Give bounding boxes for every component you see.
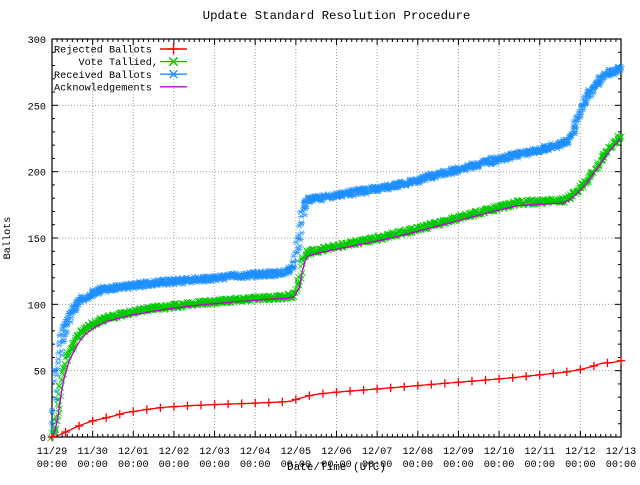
svg-text:250: 250 (28, 102, 46, 113)
svg-text:00:00: 00:00 (524, 460, 555, 471)
svg-text:12/06: 12/06 (321, 446, 352, 458)
svg-text:12/07: 12/07 (362, 446, 393, 458)
svg-text:00:00: 00:00 (159, 460, 190, 471)
svg-text:00:00: 00:00 (77, 460, 108, 471)
svg-text:12/05: 12/05 (281, 446, 312, 458)
svg-text:12/13: 12/13 (606, 446, 637, 458)
svg-text:00:00: 00:00 (443, 460, 474, 471)
svg-text:00:00: 00:00 (199, 460, 230, 471)
svg-text:Ballots: Ballots (2, 217, 14, 260)
svg-text:00:00: 00:00 (118, 460, 149, 471)
svg-text:12/11: 12/11 (524, 446, 555, 458)
svg-text:00:00: 00:00 (240, 460, 271, 471)
svg-text:12/12: 12/12 (565, 446, 596, 458)
svg-text:Vote Tallied,: Vote Tallied, (54, 57, 158, 69)
svg-text:Acknowledgements: Acknowledgements (54, 82, 152, 94)
svg-text:Date/Time (UTC): Date/Time (UTC) (287, 462, 386, 474)
svg-text:00:00: 00:00 (484, 460, 515, 471)
svg-text:200: 200 (28, 169, 46, 180)
svg-text:Update Standard Resolution Pro: Update Standard Resolution Procedure (203, 9, 471, 23)
svg-text:12/10: 12/10 (484, 446, 515, 458)
svg-text:300: 300 (28, 36, 46, 47)
svg-text:12/01: 12/01 (118, 446, 149, 458)
svg-text:12/02: 12/02 (159, 446, 190, 458)
svg-text:12/09: 12/09 (443, 446, 474, 458)
svg-text:100: 100 (28, 301, 46, 312)
svg-text:0: 0 (40, 434, 46, 445)
svg-text:11/30: 11/30 (77, 446, 108, 458)
svg-text:50: 50 (34, 368, 46, 379)
svg-text:00:00: 00:00 (37, 460, 68, 471)
svg-text:12/04: 12/04 (240, 446, 271, 458)
svg-text:150: 150 (28, 235, 46, 246)
svg-text:11/29: 11/29 (37, 446, 68, 458)
svg-text:00:00: 00:00 (606, 460, 637, 471)
svg-text:Received Ballots: Received Ballots (54, 70, 152, 82)
svg-text:12/03: 12/03 (199, 446, 230, 458)
svg-text:00:00: 00:00 (403, 460, 434, 471)
svg-text:Rejected Ballots: Rejected Ballots (54, 45, 152, 57)
svg-text:12/08: 12/08 (403, 446, 434, 458)
svg-text:00:00: 00:00 (565, 460, 596, 471)
